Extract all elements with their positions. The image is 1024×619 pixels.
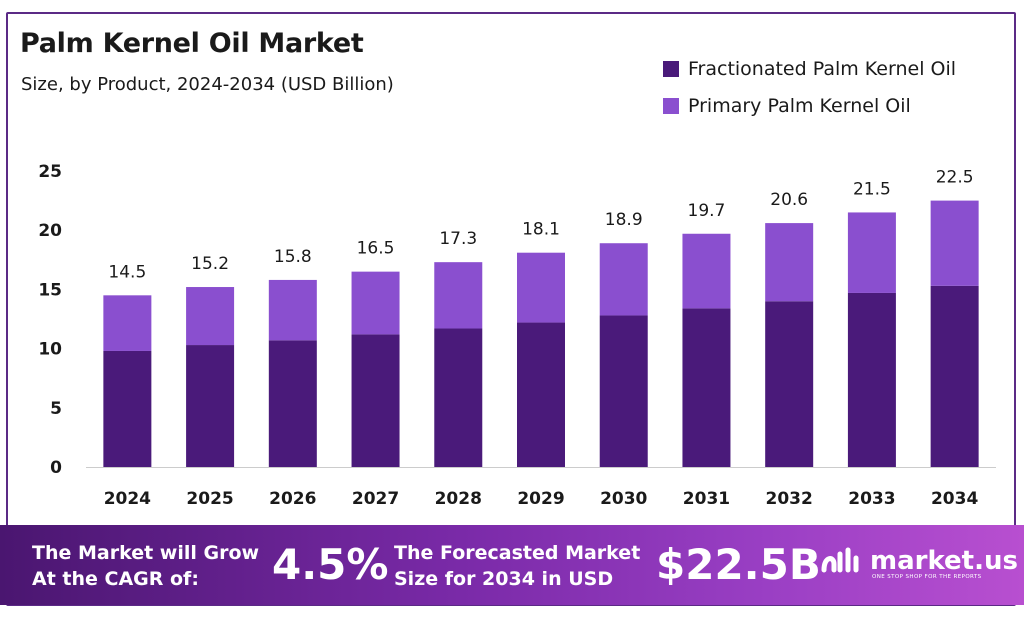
y-tick-label: 15 (38, 280, 62, 300)
bar-primary-2034 (930, 200, 979, 286)
brand-tagline: ONE STOP SHOP FOR THE REPORTS (872, 574, 982, 580)
brand-logo: market.us (820, 546, 1018, 576)
x-tick-label: 2024 (104, 489, 151, 509)
bar-fractionated-2026 (268, 340, 317, 467)
brand-name: market.us (870, 546, 1018, 576)
bar-total-label: 14.5 (108, 262, 146, 282)
forecast-label-line2: Size for 2034 in USD (394, 568, 614, 590)
x-tick-label: 2026 (269, 489, 316, 509)
bar-primary-2025 (186, 287, 235, 346)
legend-swatch-fractionated (663, 60, 679, 77)
legend: Fractionated Palm Kernel Oil Primary Pal… (663, 50, 956, 124)
footer-band (0, 525, 1024, 605)
x-tick-label: 2028 (435, 489, 482, 509)
bar-primary-2031 (682, 233, 731, 309)
x-tick-label: 2033 (848, 489, 895, 509)
forecast-value: $22.5B (656, 540, 821, 589)
bar-primary-2026 (268, 279, 317, 341)
cagr-label: The Market will Grow At the CAGR of: (32, 540, 259, 592)
x-tick-label: 2032 (766, 489, 813, 509)
chart-subtitle: Size, by Product, 2024-2034 (USD Billion… (21, 74, 394, 95)
bar-fractionated-2028 (434, 328, 483, 467)
chart-frame (6, 12, 1016, 606)
bar-total-label: 15.8 (274, 247, 312, 267)
bar-fractionated-2030 (599, 315, 648, 467)
bar-fractionated-2029 (517, 322, 565, 467)
forecast-label: The Forecasted Market Size for 2034 in U… (394, 540, 640, 592)
bar-total-label: 17.3 (439, 229, 477, 249)
bar-total-label: 18.1 (522, 220, 560, 240)
market-us-logo-icon (821, 547, 859, 573)
x-tick-label: 2029 (517, 489, 564, 509)
bar-total-label: 16.5 (357, 239, 395, 259)
x-tick-label: 2034 (931, 489, 978, 509)
bar-primary-2029 (517, 252, 565, 323)
forecast-label-line1: The Forecasted Market (394, 542, 641, 564)
bar-fractionated-2033 (847, 292, 896, 467)
bar-total-label: 15.2 (191, 254, 229, 274)
cagr-label-line2: At the CAGR of: (32, 568, 199, 590)
bar-total-label: 22.5 (936, 168, 974, 188)
cagr-value: 4.5% (272, 540, 389, 589)
bar-fractionated-2034 (930, 285, 979, 467)
bar-primary-2027 (351, 271, 400, 335)
bar-total-label: 18.9 (605, 210, 643, 230)
cagr-label-line1: The Market will Grow (32, 542, 260, 564)
x-tick-label: 2031 (683, 489, 730, 509)
bar-fractionated-2024 (103, 350, 152, 467)
bar-total-label: 20.6 (770, 190, 808, 210)
y-tick-label: 20 (38, 221, 62, 241)
bar-total-label: 19.7 (688, 201, 726, 221)
y-tick-label: 5 (50, 399, 62, 419)
bar-fractionated-2027 (351, 334, 400, 467)
legend-label-fractionated: Fractionated Palm Kernel Oil (688, 57, 957, 80)
bar-fractionated-2025 (186, 345, 235, 467)
y-tick-label: 10 (38, 340, 62, 360)
legend-item-fractionated: Fractionated Palm Kernel Oil (663, 50, 956, 87)
legend-item-primary: Primary Palm Kernel Oil (663, 87, 956, 124)
legend-label-primary: Primary Palm Kernel Oil (688, 94, 911, 117)
y-tick-label: 25 (38, 162, 62, 182)
x-tick-label: 2027 (352, 489, 399, 509)
bar-fractionated-2032 (765, 301, 814, 467)
bar-fractionated-2031 (682, 308, 731, 467)
bar-primary-2032 (765, 223, 814, 302)
y-tick-label: 0 (50, 458, 62, 478)
bar-primary-2030 (599, 243, 648, 316)
bar-primary-2028 (434, 262, 483, 329)
x-tick-label: 2025 (186, 489, 233, 509)
legend-swatch-primary (663, 97, 679, 114)
bar-total-label: 21.5 (853, 179, 891, 199)
bar-primary-2024 (103, 295, 152, 351)
bar-primary-2033 (847, 212, 896, 293)
chart-title: Palm Kernel Oil Market (20, 28, 364, 59)
x-tick-label: 2030 (600, 489, 647, 509)
bar-chart: 051015202514.5202415.2202515.8202616.520… (38, 162, 996, 509)
